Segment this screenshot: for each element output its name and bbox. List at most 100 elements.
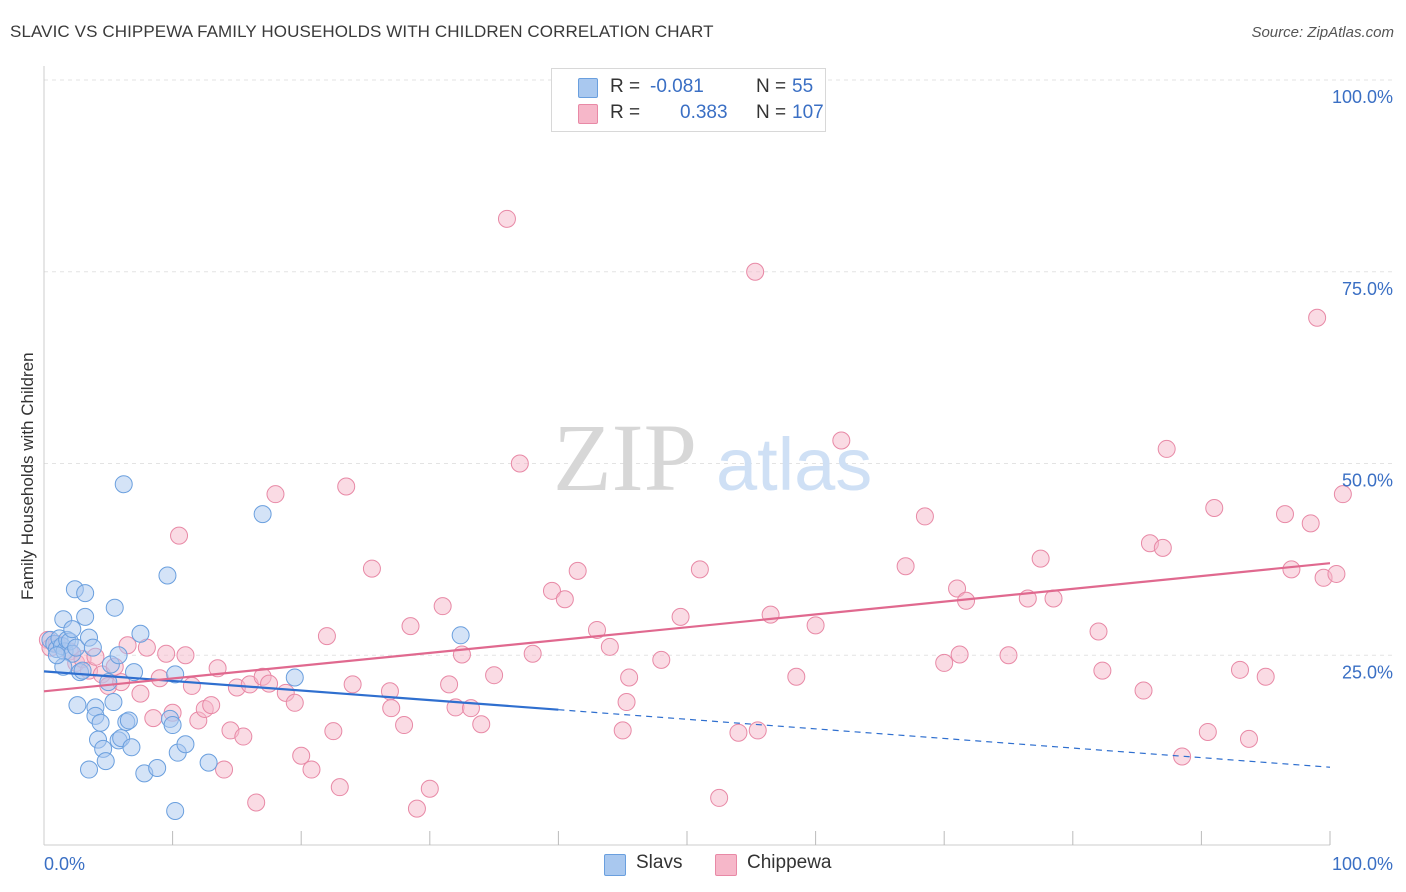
slavs-point bbox=[119, 711, 138, 730]
x-tick-label: 100.0% bbox=[1332, 854, 1393, 874]
slavs-point bbox=[253, 505, 272, 524]
chippewa-legend-swatch bbox=[715, 854, 737, 876]
chippewa-point bbox=[1256, 667, 1275, 686]
chippewa-point bbox=[1153, 538, 1172, 557]
slavs-point bbox=[109, 646, 128, 665]
chippewa-point bbox=[896, 557, 915, 576]
slavs-point bbox=[91, 713, 110, 732]
chippewa-point bbox=[170, 526, 189, 545]
chippewa-swatch bbox=[578, 104, 598, 124]
chippewa-point bbox=[935, 653, 954, 672]
chippewa-point bbox=[746, 262, 765, 281]
x-tick-label: 0.0% bbox=[44, 854, 85, 874]
chippewa-point bbox=[343, 675, 362, 694]
slavs-legend-label: Slavs bbox=[636, 852, 683, 873]
chippewa-point bbox=[1134, 681, 1153, 700]
slavs-point bbox=[125, 663, 144, 682]
y-axis-label: Family Households with Children bbox=[18, 352, 37, 600]
watermark-zip: ZIP bbox=[553, 404, 697, 511]
chippewa-point bbox=[600, 637, 619, 656]
slavs-point bbox=[451, 626, 470, 645]
chippewa-point bbox=[440, 675, 459, 694]
slavs-point bbox=[105, 598, 124, 617]
chippewa-point bbox=[144, 709, 163, 728]
chippewa-point bbox=[1239, 729, 1258, 748]
chippewa-point bbox=[652, 650, 671, 669]
slavs-point bbox=[285, 668, 304, 687]
slavs-trend-extension bbox=[558, 709, 1331, 768]
chippewa-point bbox=[1031, 549, 1050, 568]
chippewa-point bbox=[497, 209, 516, 228]
chippewa-point bbox=[1301, 514, 1320, 533]
chippewa-point bbox=[176, 646, 195, 665]
chippewa-point bbox=[542, 581, 561, 600]
chippewa-point bbox=[787, 667, 806, 686]
slavs-point bbox=[163, 716, 182, 735]
slavs-point bbox=[83, 638, 102, 657]
chippewa-point bbox=[285, 693, 304, 712]
chippewa-point bbox=[1093, 661, 1112, 680]
chippewa-point bbox=[690, 560, 709, 579]
chippewa-point bbox=[729, 723, 748, 742]
chippewa-point bbox=[292, 746, 311, 765]
chippewa-point bbox=[1044, 589, 1063, 608]
legend-r-label: R = bbox=[610, 76, 641, 97]
legend-r-value: -0.081 bbox=[650, 76, 704, 97]
chippewa-point bbox=[999, 646, 1018, 665]
legend-r-value: 0.383 bbox=[680, 102, 728, 123]
correlation-legend: R = -0.081 N = 55 R = 0.383 N = 107 bbox=[551, 68, 826, 132]
slavs-legend-swatch bbox=[604, 854, 626, 876]
slavs-swatch bbox=[578, 78, 598, 98]
slavs-point bbox=[114, 475, 133, 494]
chippewa-point bbox=[420, 779, 439, 798]
slavs-point bbox=[166, 801, 185, 820]
trend-lines bbox=[43, 562, 1331, 768]
chippewa-point bbox=[131, 684, 150, 703]
chippewa-point bbox=[302, 760, 321, 779]
chippewa-point bbox=[1173, 747, 1192, 766]
chippewa-point bbox=[472, 715, 491, 734]
chippewa-trend-line bbox=[43, 562, 1331, 693]
watermark: ZIP atlas bbox=[553, 404, 872, 511]
chippewa-point bbox=[950, 645, 969, 664]
slavs-point bbox=[158, 566, 177, 585]
chippewa-point bbox=[324, 722, 343, 741]
chippewa-point bbox=[710, 788, 729, 807]
chippewa-point bbox=[337, 477, 356, 496]
chippewa-point bbox=[587, 620, 606, 639]
slavs-point bbox=[176, 735, 195, 754]
chippewa-point bbox=[182, 676, 201, 695]
y-tick-label: 50.0% bbox=[1342, 471, 1393, 491]
axes bbox=[43, 66, 1331, 846]
chippewa-point bbox=[568, 561, 587, 580]
chippewa-point bbox=[157, 644, 176, 663]
chippewa-point bbox=[401, 617, 420, 636]
chippewa-point bbox=[234, 727, 253, 746]
chippewa-point bbox=[266, 485, 285, 504]
slavs-point bbox=[47, 646, 66, 665]
chippewa-points bbox=[38, 209, 1352, 818]
slavs-point bbox=[63, 620, 82, 639]
legend-n-label: N = bbox=[756, 76, 787, 97]
source-label: Source: ZipAtlas.com bbox=[1251, 24, 1394, 41]
chippewa-point bbox=[395, 716, 414, 735]
slavs-point bbox=[122, 738, 141, 757]
chippewa-point bbox=[247, 793, 266, 812]
chippewa-point bbox=[555, 590, 574, 609]
chippewa-point bbox=[1157, 439, 1176, 458]
chippewa-point bbox=[915, 507, 934, 526]
slavs-trend-line bbox=[43, 670, 559, 711]
chippewa-point bbox=[806, 616, 825, 635]
slavs-point bbox=[76, 584, 95, 603]
chippewa-point bbox=[407, 799, 426, 818]
chippewa-point bbox=[1327, 564, 1346, 583]
slavs-point bbox=[131, 624, 150, 643]
slavs-point bbox=[96, 752, 115, 771]
slavs-point bbox=[68, 696, 87, 715]
chippewa-point bbox=[1089, 622, 1108, 641]
chippewa-point bbox=[202, 696, 221, 715]
chippewa-point bbox=[510, 454, 529, 473]
legend-n-value: 107 bbox=[792, 102, 824, 123]
chippewa-point bbox=[1230, 660, 1249, 679]
